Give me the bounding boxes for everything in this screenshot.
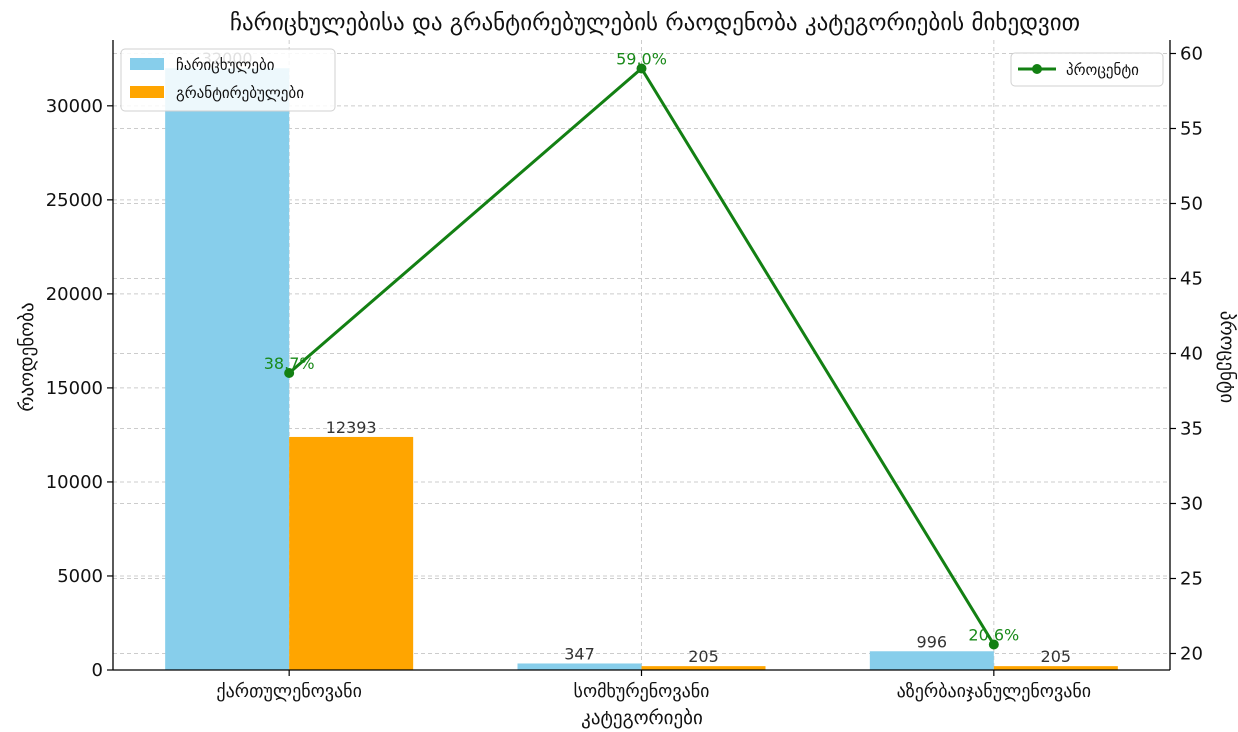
bar-1-0 [289,436,414,670]
bar-value-label: 996 [917,632,948,651]
bar-1-1 [641,666,766,670]
x-axis-label: კატეგორიები [581,707,703,729]
percent-point [284,368,295,378]
bar-0-1 [517,663,642,670]
data-labels: 320001239334720599620538.7%59.0%20.6% [202,49,1071,666]
legend-swatch [130,58,164,70]
y2-tick-label: 55 [1180,119,1203,140]
bar-0-0 [165,68,290,670]
bar-value-label: 347 [564,644,595,663]
legend-box [120,48,336,112]
y-tick-label: 20000 [46,284,103,305]
x-tick-label: ქართულენოვანი [216,681,361,702]
legend-label: გრანტირებულები [176,84,304,102]
axes: 0 5000 10000 15000 20000 25000 30000 20 25 30 35 40… [46,40,1203,702]
y2-tick-label: 35 [1180,419,1203,440]
percent-line [284,63,999,650]
y-tick-label: 0 [92,660,103,681]
legend-box [1010,52,1164,87]
percent-point [988,639,999,650]
y-tick-label: 25000 [46,190,103,211]
y2-tick-label: 40 [1180,344,1203,365]
y2-tick-label: 45 [1180,269,1203,290]
legend-bars: ჩარიცხულები გრანტირებულები [120,48,336,112]
legend-label: ჩარიცხულები [176,56,275,74]
y-tick-label: 10000 [46,472,103,493]
x-tick-label: აზერბაიჯანულენოვანი [897,681,1091,702]
y2-tick-label: 30 [1180,494,1203,515]
y2-tick-label: 60 [1180,44,1203,65]
legend-marker [1032,64,1042,74]
y2-tick-label: 25 [1180,569,1203,590]
y2-tick-label: 20 [1180,644,1203,665]
legend-label: პროცენტი [1066,61,1139,79]
y-tick-label: 15000 [46,378,103,399]
bar-value-label: 12393 [326,418,377,437]
bar-1-2 [993,666,1118,670]
x-tick-label: სომხურენოვანი [574,681,710,702]
y-tick-label: 5000 [57,566,103,587]
y-tick-label: 30000 [46,96,103,117]
chart-title: ჩარიცხულებისა და გრანტირებულების რაოდენო… [230,10,1080,36]
legend-swatch [130,86,164,98]
percent-point [636,63,647,74]
y2-tick-label: 50 [1180,194,1203,215]
y2-axis-label: პროცენტი [1216,311,1238,403]
bar-value-label: 205 [688,647,719,666]
y-axis-label: რაოდენობა [16,302,38,411]
bars [165,68,1118,670]
bar-value-label: 205 [1041,647,1072,666]
percent-label: 38.7% [264,354,315,373]
percent-label: 20.6% [968,626,1019,645]
percent-label: 59.0% [616,50,667,69]
legend-line: პროცენტი [1010,52,1164,87]
bar-0-2 [869,651,994,670]
